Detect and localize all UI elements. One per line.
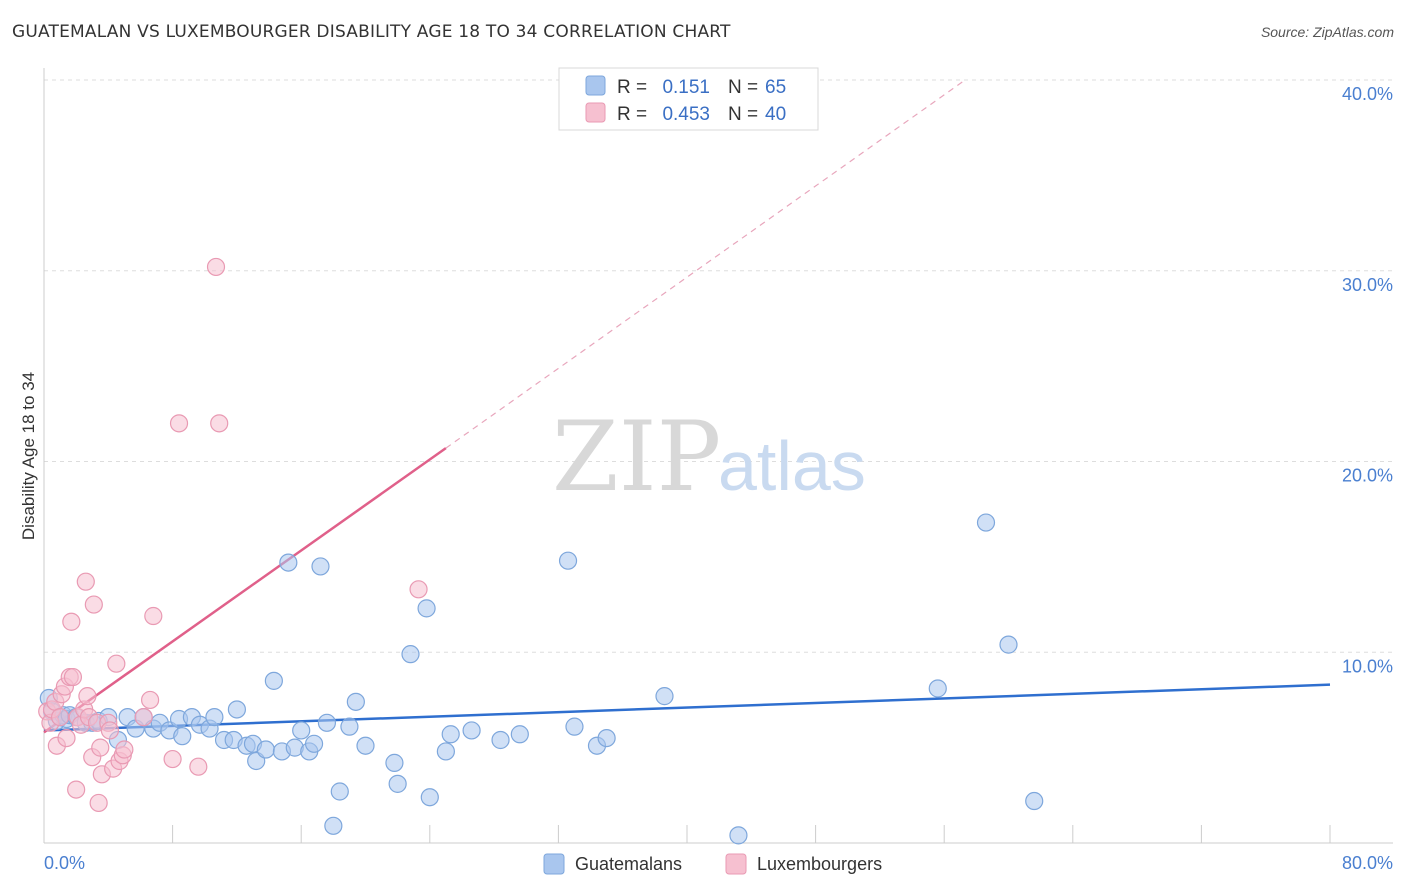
bottom-legend: Guatemalans Luxembourgers: [543, 853, 882, 875]
bottom-legend-label-guatemalans: Guatemalans: [575, 854, 682, 874]
chart-title: GUATEMALAN VS LUXEMBOURGER DISABILITY AG…: [12, 22, 731, 42]
point-guatemalans: [264, 671, 283, 690]
y-tick-label-30: 30.0%: [1342, 275, 1393, 295]
point-guatemalans: [1025, 791, 1044, 811]
point-luxembourgers: [189, 757, 208, 776]
y-tick-labels: 10.0% 20.0% 30.0% 40.0%: [1342, 84, 1393, 676]
point-luxembourgers: [100, 721, 120, 740]
point-luxembourgers: [134, 708, 153, 727]
point-luxembourgers: [89, 793, 108, 813]
legend-n-label-1: N =: [728, 77, 758, 98]
point-guatemalans: [417, 599, 436, 618]
legend-r-label-1: R =: [617, 77, 647, 98]
point-luxembourgers: [50, 708, 70, 727]
point-luxembourgers: [76, 572, 95, 591]
point-guatemalans: [510, 725, 529, 744]
y-tick-label-20: 20.0%: [1342, 466, 1393, 486]
trend-line-guatemalans: [43, 683, 1331, 732]
bottom-legend-label-luxembourgers: Luxembourgers: [757, 854, 882, 874]
trend-line-luxembourgers: [43, 447, 447, 734]
legend-r-value-1: 0.151: [662, 77, 710, 98]
point-guatemalans: [292, 721, 311, 740]
point-guatemalans: [227, 700, 246, 719]
point-luxembourgers: [78, 687, 97, 706]
trend-line-luxembourgers-extension: [445, 79, 966, 449]
point-luxembourgers: [63, 667, 83, 687]
point-guatemalans: [311, 557, 330, 576]
point-guatemalans: [304, 734, 324, 753]
point-guatemalans: [928, 679, 947, 698]
point-guatemalans: [976, 513, 996, 532]
point-guatemalans: [346, 692, 365, 711]
point-luxembourgers: [140, 690, 160, 710]
legend-r-label-2: R =: [617, 104, 647, 125]
point-guatemalans: [999, 635, 1018, 654]
point-guatemalans: [597, 728, 616, 748]
point-guatemalans: [279, 553, 298, 572]
point-luxembourgers: [107, 654, 126, 673]
point-guatemalans: [356, 736, 375, 755]
bottom-legend-swatch-guatemalans: [543, 853, 565, 875]
x-tick-labels: 0.0% 80.0%: [44, 853, 1393, 873]
point-guatemalans: [205, 708, 224, 727]
point-guatemalans: [491, 730, 510, 750]
legend: R = 0.151 N = 65 R = 0.453 N = 40: [558, 67, 819, 131]
legend-swatch-guatemalans: [585, 75, 606, 96]
point-guatemalans: [330, 782, 349, 801]
point-luxembourgers: [84, 595, 103, 614]
point-guatemalans: [401, 645, 420, 664]
source-label: Source: ZipAtlas.com: [1260, 24, 1394, 40]
point-luxembourgers: [206, 257, 226, 277]
x-tick-label-max: 80.0%: [1342, 853, 1393, 873]
trend-lines: [43, 79, 1331, 734]
y-tick-label-10: 10.0%: [1342, 656, 1393, 676]
point-guatemalans: [317, 713, 337, 732]
point-guatemalans: [173, 727, 192, 746]
watermark: ZIP atlas: [552, 401, 866, 513]
data-points: [38, 257, 1044, 845]
point-guatemalans: [385, 753, 404, 772]
legend-n-label-2: N =: [728, 104, 758, 125]
legend-r-value-2: 0.453: [662, 104, 710, 125]
point-guatemalans: [436, 742, 455, 761]
point-guatemalans: [558, 551, 578, 570]
point-luxembourgers: [67, 780, 86, 799]
point-luxembourgers: [210, 414, 229, 433]
y-tick-label-40: 40.0%: [1342, 84, 1393, 104]
point-luxembourgers: [91, 738, 110, 757]
point-guatemalans: [420, 788, 439, 807]
point-luxembourgers: [409, 580, 428, 599]
point-guatemalans: [565, 717, 584, 736]
gridlines: [44, 79, 1393, 653]
point-luxembourgers: [163, 749, 182, 769]
legend-n-value-1: 65: [765, 77, 786, 98]
point-guatemalans: [324, 816, 343, 835]
point-guatemalans: [729, 826, 748, 845]
x-tick-label-min: 0.0%: [44, 853, 85, 873]
point-luxembourgers: [115, 740, 134, 759]
watermark-zip: ZIP: [552, 401, 721, 513]
point-guatemalans: [340, 717, 359, 736]
point-guatemalans: [256, 740, 275, 759]
point-luxembourgers: [57, 728, 76, 748]
watermark-atlas: atlas: [718, 427, 866, 505]
point-guatemalans: [441, 725, 460, 744]
point-guatemalans: [462, 721, 481, 740]
point-luxembourgers: [62, 612, 81, 631]
legend-n-value-2: 40: [765, 104, 786, 125]
point-guatemalans: [388, 774, 407, 793]
point-luxembourgers: [144, 606, 163, 626]
y-axis-label: Disability Age 18 to 34: [19, 372, 38, 540]
legend-swatch-luxembourgers: [585, 102, 606, 123]
point-guatemalans: [655, 687, 674, 706]
point-luxembourgers: [169, 414, 189, 433]
bottom-legend-swatch-luxembourgers: [725, 853, 747, 875]
